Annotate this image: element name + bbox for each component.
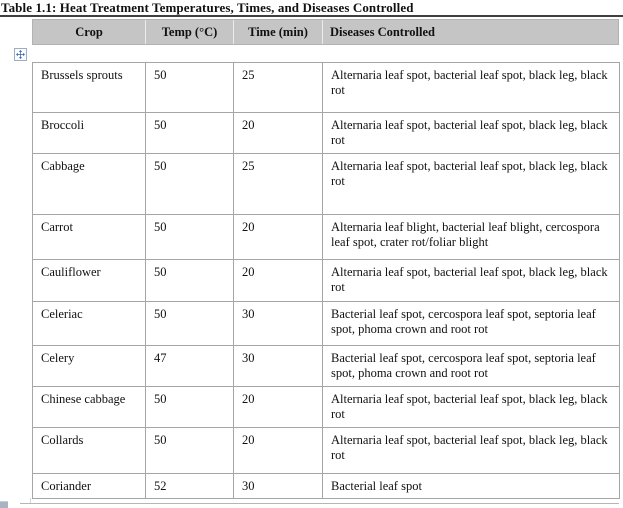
cell-diseases[interactable]: Alternaria leaf spot, bacterial leaf spo… bbox=[322, 386, 620, 428]
cell-crop[interactable]: Coriander bbox=[32, 473, 146, 499]
cell-temp[interactable]: 52 bbox=[145, 473, 234, 499]
next-table-top-border-fragment bbox=[20, 503, 619, 504]
cell-diseases[interactable]: Alternaria leaf spot, bacterial leaf spo… bbox=[322, 427, 620, 474]
cell-time[interactable]: 20 bbox=[233, 112, 323, 154]
cell-temp[interactable]: 50 bbox=[145, 112, 234, 154]
cell-time[interactable]: 20 bbox=[233, 386, 323, 428]
cell-crop[interactable]: Cabbage bbox=[32, 153, 146, 215]
table-move-handle[interactable] bbox=[14, 48, 27, 61]
cell-crop[interactable]: Carrot bbox=[32, 214, 146, 260]
cell-time[interactable]: 30 bbox=[233, 345, 323, 387]
cell-temp[interactable]: 50 bbox=[145, 62, 234, 113]
next-table-left-border-fragment bbox=[30, 498, 31, 503]
cell-time[interactable]: 30 bbox=[233, 473, 323, 499]
cell-temp[interactable]: 47 bbox=[145, 345, 234, 387]
cell-diseases[interactable]: Bacterial leaf spot, cercospora leaf spo… bbox=[322, 301, 620, 346]
header-cell-diseases[interactable]: Diseases Controlled bbox=[330, 24, 435, 39]
table-row: Chinese cabbage 50 20 Alternaria leaf sp… bbox=[32, 386, 620, 428]
cell-time[interactable]: 20 bbox=[233, 427, 323, 474]
next-table-handle-fragment bbox=[0, 501, 8, 508]
header-cell-crop[interactable]: Crop bbox=[33, 20, 146, 44]
cell-crop[interactable]: Celeriac bbox=[32, 301, 146, 346]
table-row: Celeriac 50 30 Bacterial leaf spot, cerc… bbox=[32, 301, 620, 346]
table-row: Cabbage 50 25 Alternaria leaf spot, bact… bbox=[32, 153, 620, 215]
cell-diseases[interactable]: Alternaria leaf spot, bacterial leaf spo… bbox=[322, 259, 620, 302]
cell-time[interactable]: 20 bbox=[233, 214, 323, 260]
table-row: Carrot 50 20 Alternaria leaf blight, bac… bbox=[32, 214, 620, 260]
cell-temp[interactable]: 50 bbox=[145, 259, 234, 302]
cell-temp[interactable]: 50 bbox=[145, 427, 234, 474]
cell-crop[interactable]: Celery bbox=[32, 345, 146, 387]
move-arrows-icon bbox=[16, 50, 25, 59]
cell-crop[interactable]: Broccoli bbox=[32, 112, 146, 154]
cell-time[interactable]: 30 bbox=[233, 301, 323, 346]
cell-diseases[interactable]: Alternaria leaf spot, bacterial leaf spo… bbox=[322, 153, 620, 215]
cell-diseases[interactable]: Alternaria leaf spot, bacterial leaf spo… bbox=[322, 62, 620, 113]
cell-time[interactable]: 25 bbox=[233, 62, 323, 113]
heat-treatment-table: Brussels sprouts 50 25 Alternaria leaf s… bbox=[32, 62, 620, 499]
table-row: Cauliflower 50 20 Alternaria leaf spot, … bbox=[32, 259, 620, 302]
cell-crop[interactable]: Collards bbox=[32, 427, 146, 474]
cell-temp[interactable]: 50 bbox=[145, 386, 234, 428]
cell-diseases[interactable]: Alternaria leaf spot, bacterial leaf spo… bbox=[322, 112, 620, 154]
table-row: Brussels sprouts 50 25 Alternaria leaf s… bbox=[32, 62, 620, 113]
cell-crop[interactable]: Cauliflower bbox=[32, 259, 146, 302]
cell-diseases[interactable]: Alternaria leaf blight, bacterial leaf b… bbox=[322, 214, 620, 260]
table-row: Coriander 52 30 Bacterial leaf spot bbox=[32, 473, 620, 499]
cell-diseases[interactable]: Bacterial leaf spot, cercospora leaf spo… bbox=[322, 345, 620, 387]
cell-crop[interactable]: Brussels sprouts bbox=[32, 62, 146, 113]
cell-time[interactable]: 20 bbox=[233, 259, 323, 302]
header-cell-time[interactable]: Time (min) bbox=[234, 20, 323, 44]
cell-temp[interactable]: 50 bbox=[145, 301, 234, 346]
cell-time[interactable]: 25 bbox=[233, 153, 323, 215]
table-row: Broccoli 50 20 Alternaria leaf spot, bac… bbox=[32, 112, 620, 154]
cell-temp[interactable]: 50 bbox=[145, 153, 234, 215]
cell-temp[interactable]: 50 bbox=[145, 214, 234, 260]
table-row: Collards 50 20 Alternaria leaf spot, bac… bbox=[32, 427, 620, 474]
table-caption[interactable]: Table 1.1: Heat Treatment Temperatures, … bbox=[1, 0, 414, 15]
table-header-row: Crop Temp (°C) Time (min) Diseases Contr… bbox=[32, 19, 619, 45]
cell-crop[interactable]: Chinese cabbage bbox=[32, 386, 146, 428]
cell-diseases[interactable]: Bacterial leaf spot bbox=[322, 473, 620, 499]
header-cell-temp[interactable]: Temp (°C) bbox=[146, 20, 234, 44]
caption-underline bbox=[0, 15, 623, 17]
table-row: Celery 47 30 Bacterial leaf spot, cercos… bbox=[32, 345, 620, 387]
